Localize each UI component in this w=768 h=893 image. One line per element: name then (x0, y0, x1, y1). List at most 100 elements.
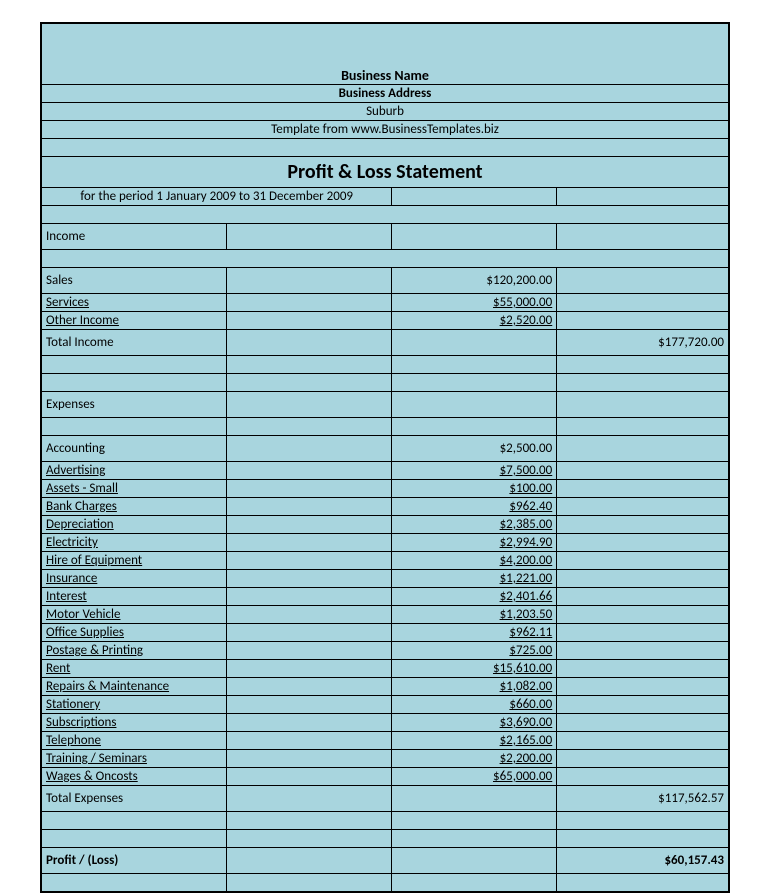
profit-loss-amount: $60,157.43 (557, 848, 729, 874)
period: for the period 1 January 2009 to 31 Dece… (42, 188, 392, 206)
expense-item-amount: $1,203.50 (392, 606, 557, 624)
income-item-label: Other Income (42, 312, 227, 330)
row-income-item: Sales $120,200.00 (42, 268, 729, 294)
expense-item-label: Insurance (42, 570, 227, 588)
row-expense-item: Telephone $2,165.00 (42, 732, 729, 750)
income-item-amount: $120,200.00 (392, 268, 557, 294)
expense-item-label: Wages & Oncosts (42, 768, 227, 786)
expense-item-amount: $7,500.00 (392, 462, 557, 480)
expense-item-label: Repairs & Maintenance (42, 678, 227, 696)
page: Business NameBusiness AddressSuburbTempl… (0, 0, 768, 865)
expense-item-label: Training / Seminars (42, 750, 227, 768)
row-expense-item: Stationery $660.00 (42, 696, 729, 714)
row-blank (42, 250, 729, 268)
expense-item-amount: $2,401.66 (392, 588, 557, 606)
expense-item-amount: $100.00 (392, 480, 557, 498)
row-period: for the period 1 January 2009 to 31 Dece… (42, 188, 729, 206)
income-item-amount: $55,000.00 (392, 294, 557, 312)
row-blank (42, 206, 729, 224)
row-blank (42, 356, 729, 374)
row-expense-item: Hire of Equipment $4,200.00 (42, 552, 729, 570)
row-expense-item: Interest $2,401.66 (42, 588, 729, 606)
expense-item-amount: $2,165.00 (392, 732, 557, 750)
row-profit-loss: Profit / (Loss) $60,157.43 (42, 848, 729, 874)
row-income-item: Services $55,000.00 (42, 294, 729, 312)
income-item-label: Sales (42, 268, 227, 294)
row-expense-item: Motor Vehicle $1,203.50 (42, 606, 729, 624)
row-expense-item: Accounting $2,500.00 (42, 436, 729, 462)
row-blank (42, 830, 729, 848)
expense-item-label: Rent (42, 660, 227, 678)
expense-item-label: Interest (42, 588, 227, 606)
expense-item-label: Bank Charges (42, 498, 227, 516)
template-source: Template from www.BusinessTemplates.biz (42, 121, 729, 139)
expense-item-amount: $1,221.00 (392, 570, 557, 588)
row-expense-item: Repairs & Maintenance $1,082.00 (42, 678, 729, 696)
row-blank (42, 418, 729, 436)
income-heading: Income (42, 224, 227, 250)
business-address: Business Address (42, 85, 729, 103)
expense-item-amount: $65,000.00 (392, 768, 557, 786)
expense-item-amount: $1,082.00 (392, 678, 557, 696)
total-income-label: Total Income (42, 330, 227, 356)
row-suburb: Suburb (42, 103, 729, 121)
row-business-address: Business Address (42, 85, 729, 103)
row-business-name: Business Name (42, 24, 729, 85)
expense-item-label: Electricity (42, 534, 227, 552)
row-blank (42, 874, 729, 892)
expense-item-label: Postage & Printing (42, 642, 227, 660)
row-expense-item: Subscriptions $3,690.00 (42, 714, 729, 732)
expense-item-amount: $2,500.00 (392, 436, 557, 462)
expense-item-label: Hire of Equipment (42, 552, 227, 570)
row-expense-item: Postage & Printing $725.00 (42, 642, 729, 660)
row-blank (42, 812, 729, 830)
expense-item-label: Subscriptions (42, 714, 227, 732)
row-income-item: Other Income $2,520.00 (42, 312, 729, 330)
expense-item-label: Accounting (42, 436, 227, 462)
suburb: Suburb (42, 103, 729, 121)
expense-item-label: Telephone (42, 732, 227, 750)
expenses-heading: Expenses (42, 392, 227, 418)
expense-item-amount: $962.11 (392, 624, 557, 642)
row-expense-item: Rent $15,610.00 (42, 660, 729, 678)
row-template-source: Template from www.BusinessTemplates.biz (42, 121, 729, 139)
row-expense-item: Training / Seminars $2,200.00 (42, 750, 729, 768)
statement-title: Profit & Loss Statement (42, 157, 729, 188)
business-name: Business Name (42, 24, 729, 85)
total-expenses-label: Total Expenses (42, 786, 227, 812)
expense-item-amount: $2,994.90 (392, 534, 557, 552)
income-item-label: Services (42, 294, 227, 312)
expense-item-amount: $4,200.00 (392, 552, 557, 570)
row-expense-item: Electricity $2,994.90 (42, 534, 729, 552)
row-expense-item: Depreciation $2,385.00 (42, 516, 729, 534)
row-expense-item: Bank Charges $962.40 (42, 498, 729, 516)
expense-item-amount: $962.40 (392, 498, 557, 516)
total-expenses-amount: $117,562.57 (557, 786, 729, 812)
expense-item-amount: $15,610.00 (392, 660, 557, 678)
row-expense-item: Insurance $1,221.00 (42, 570, 729, 588)
expense-item-label: Office Supplies (42, 624, 227, 642)
row-blank (42, 374, 729, 392)
row-expense-item: Office Supplies $962.11 (42, 624, 729, 642)
expense-item-amount: $2,200.00 (392, 750, 557, 768)
row-expense-item: Assets - Small $100.00 (42, 480, 729, 498)
row-income-heading: Income (42, 224, 729, 250)
income-item-amount: $2,520.00 (392, 312, 557, 330)
expense-item-amount: $2,385.00 (392, 516, 557, 534)
expense-item-label: Advertising (42, 462, 227, 480)
row-expense-item: Advertising $7,500.00 (42, 462, 729, 480)
expense-item-amount: $660.00 (392, 696, 557, 714)
row-total-income: Total Income $177,720.00 (42, 330, 729, 356)
expense-item-label: Stationery (42, 696, 227, 714)
expense-item-label: Motor Vehicle (42, 606, 227, 624)
row-expense-item: Wages & Oncosts $65,000.00 (42, 768, 729, 786)
expense-item-amount: $725.00 (392, 642, 557, 660)
expense-item-amount: $3,690.00 (392, 714, 557, 732)
profit-loss-label: Profit / (Loss) (42, 848, 227, 874)
expense-item-label: Assets - Small (42, 480, 227, 498)
total-income-amount: $177,720.00 (557, 330, 729, 356)
spreadsheet: Business NameBusiness AddressSuburbTempl… (40, 22, 730, 893)
pl-table: Business NameBusiness AddressSuburbTempl… (41, 23, 729, 892)
row-blank (42, 139, 729, 157)
expense-item-label: Depreciation (42, 516, 227, 534)
